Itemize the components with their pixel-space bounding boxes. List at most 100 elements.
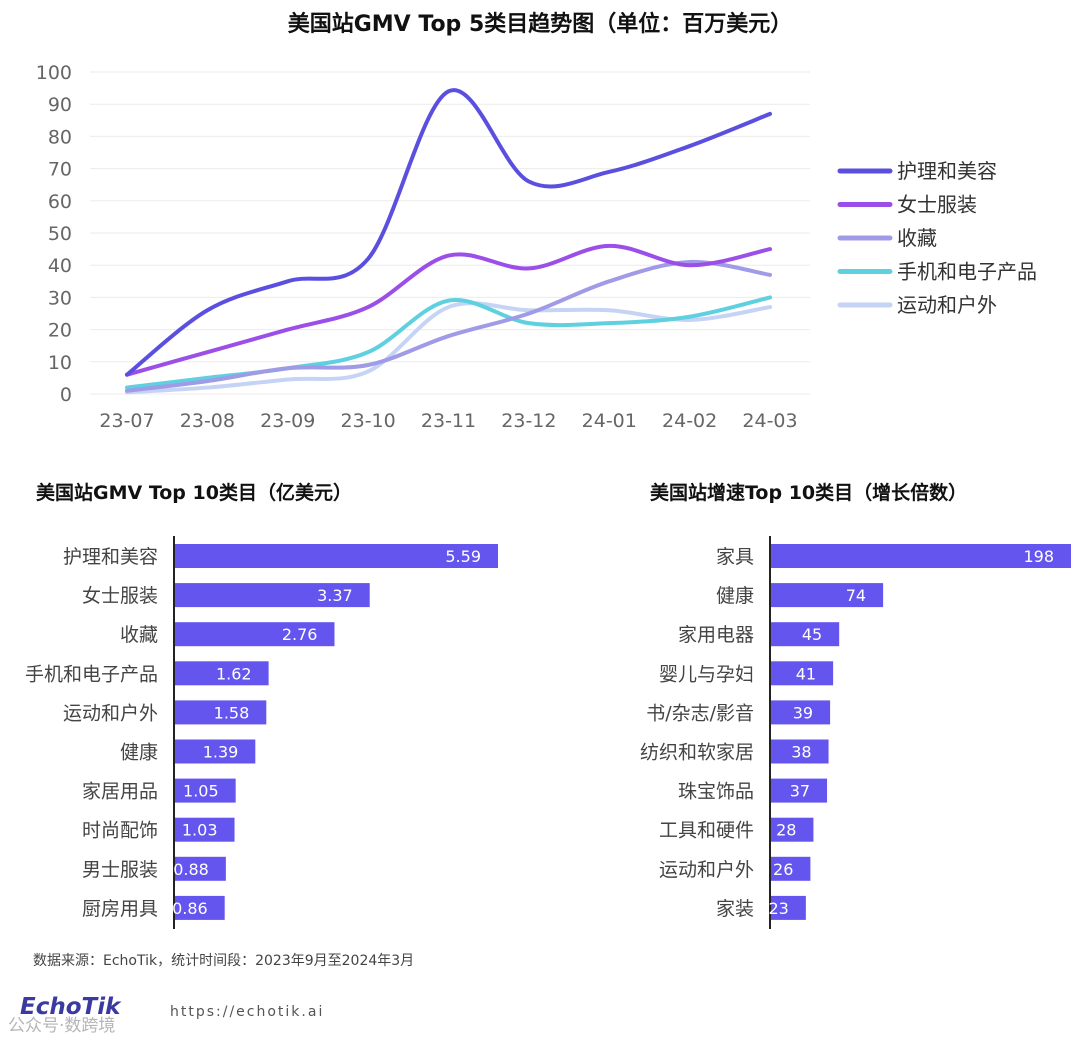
bar-value-label: 0.88 [173,860,209,879]
series-line [125,295,772,390]
bar [175,661,269,686]
bar-value-label: 23 [768,899,788,918]
bar-value-label: 1.62 [216,664,252,683]
x-tick-label: 23-09 [260,410,315,432]
bar-category-label: 家居用品 [82,781,158,803]
watermark: 公众号·数跨境 [8,1016,116,1036]
y-tick-label: 50 [48,223,72,245]
bar [175,544,498,568]
bar-category-label: 工具和硬件 [659,820,754,842]
x-tick-label: 23-08 [180,410,235,432]
y-tick-label: 40 [48,255,72,277]
bar-category-label: 收藏 [120,624,158,646]
bar-value-label: 45 [802,625,822,644]
y-tick-label: 70 [48,159,72,181]
line-chart-title: 美国站GMV Top 5类目趋势图（单位：百万美元） [287,12,793,37]
bar-category-label: 纺织和软家居 [640,742,754,764]
y-tick-label: 0 [60,384,72,406]
bar-value-label: 1.58 [214,703,250,722]
bar [175,583,370,608]
bar [771,583,884,608]
data-source-note: 数据来源：EchoTik，统计时间段：2023年9月至2024年3月 [33,953,415,969]
bar-category-label: 女士服装 [82,585,158,607]
growth-top10-bar-chart: 家具 198 健康 74 家用电器 45 婴儿与孕妇 41 书/杂志/影音 39 纺织和软家居 38 珠… [640,536,1071,929]
bar-value-label: 37 [790,782,810,801]
bar [771,895,806,920]
bar [771,661,834,686]
growth-bar-chart-title: 美国站增速Top 10类目（增长倍数） [650,482,968,504]
bar-category-label: 珠宝饰品 [678,781,754,803]
legend-label: 收藏 [897,226,937,250]
x-tick-label: 24-01 [582,410,637,432]
bar-category-label: 家装 [716,898,754,920]
series-line [125,243,772,377]
x-tick-label: 23-10 [341,410,396,432]
bar [175,739,256,764]
bar-value-label: 5.59 [445,547,481,566]
bar-value-label: 2.76 [282,625,318,644]
bar [771,856,811,881]
bar [771,778,828,803]
y-tick-label: 90 [48,94,72,116]
legend-label: 女士服装 [897,193,977,217]
bar-category-label: 家具 [716,546,754,568]
gmv-top10-bar-chart: 护理和美容 5.59 女士服装 3.37 收藏 2.76 手机和电子产品 1.62 运动和户外 1… [25,536,498,929]
bar-category-label: 厨房用具 [82,898,158,920]
bar-category-label: 手机和电子产品 [25,663,158,685]
bar [771,739,829,764]
bar-value-label: 1.39 [203,743,239,762]
bar-category-label: 运动和户外 [63,702,158,724]
bar-category-label: 男士服装 [82,859,158,881]
bar-category-label: 时尚配饰 [82,820,158,842]
bar [175,856,226,881]
echotik-logo: EchoTik [20,994,121,1020]
x-tick-label: 23-12 [501,410,556,432]
bar [771,817,814,842]
y-tick-label: 20 [48,320,72,342]
legend-label: 手机和电子产品 [897,260,1037,284]
x-tick-label: 23-07 [99,410,154,432]
x-tick-label: 23-11 [421,410,476,432]
bar-value-label: 74 [846,586,866,605]
bar-category-label: 书/杂志/影音 [646,702,754,724]
bar-category-label: 家用电器 [678,624,754,646]
bar-category-label: 健康 [120,742,158,764]
bar [175,895,225,920]
bar-category-label: 婴儿与孕妇 [659,663,754,685]
legend-label: 护理和美容 [897,159,997,183]
bar-category-label: 护理和美容 [63,546,158,568]
y-tick-label: 80 [48,126,72,148]
y-tick-label: 100 [36,62,72,84]
bar-value-label: 28 [776,821,796,840]
bar [771,700,831,725]
bar-value-label: 1.03 [182,821,218,840]
x-tick-label: 24-02 [662,410,717,432]
series-line [125,88,772,377]
bar-category-label: 运动和户外 [659,859,754,881]
bar [175,778,236,803]
bar [771,622,840,647]
bar [175,817,235,842]
bar [771,544,1071,568]
y-tick-label: 30 [48,287,72,309]
series-line [125,259,772,393]
gmv-bar-chart-title: 美国站GMV Top 10类目（亿美元） [36,482,352,504]
y-tick-label: 60 [48,191,72,213]
bar-value-label: 38 [791,743,811,762]
bar-value-label: 41 [796,664,816,683]
gmv-trend-line-chart: 0 10 20 30 40 50 60 70 80 90 100 23-07 23-08 23-09 23-… [36,62,810,432]
bar-value-label: 198 [1023,547,1054,566]
y-tick-label: 10 [48,352,72,374]
x-tick-label: 24-03 [742,410,797,432]
legend-label: 运动和户外 [897,293,997,317]
bar-value-label: 39 [793,703,813,722]
website-link[interactable]: https://echotik.ai [170,1004,325,1020]
bar-category-label: 健康 [716,585,754,607]
bar-value-label: 3.37 [317,586,353,605]
bar-value-label: 26 [773,860,793,879]
bar [175,700,267,725]
bar-value-label: 0.86 [172,899,208,918]
bar [175,622,335,647]
